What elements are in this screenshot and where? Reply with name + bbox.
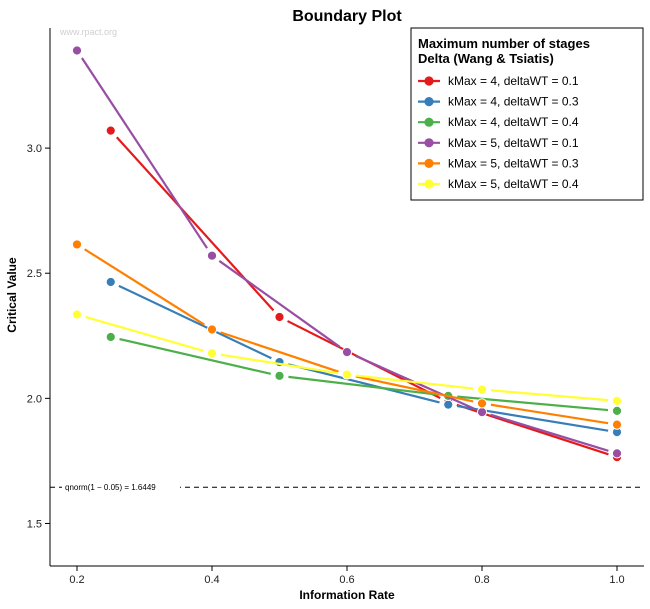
legend-marker: [424, 76, 434, 86]
series-line-segment: [218, 260, 341, 348]
data-point: [341, 369, 353, 380]
x-axis-label: Information Rate: [299, 588, 395, 602]
legend-label: kMax = 5, deltaWT = 0.3: [448, 156, 579, 170]
data-point: [476, 407, 488, 418]
x-tick-label: 0.4: [204, 574, 219, 586]
y-tick-label: 1.5: [27, 518, 42, 530]
series-line-segment: [288, 375, 440, 396]
series-line-segment: [490, 413, 609, 452]
series-line-segment: [118, 284, 272, 360]
legend-title-line2: Delta (Wang & Tsiatis): [418, 51, 554, 66]
series-line-segment: [84, 248, 205, 326]
legend-label: kMax = 5, deltaWT = 0.1: [448, 136, 579, 150]
axis-ticks: 0.2 0.4 0.6 0.8 1.0 1.5 2.0 2.5 3.0: [27, 143, 625, 586]
data-point: [611, 405, 623, 416]
legend-marker: [424, 158, 434, 168]
data-point: [274, 370, 285, 381]
series-line-segment: [220, 353, 339, 375]
legend-title-line1: Maximum number of stages: [418, 36, 590, 51]
series-line-segment: [119, 337, 271, 375]
data-point: [105, 331, 116, 343]
series-group: [71, 309, 623, 406]
data-point: [476, 384, 488, 395]
data-point: [611, 395, 623, 406]
reference-line-label: qnorm(1 − 0.05) = 1.6449: [65, 483, 156, 492]
data-point: [105, 276, 116, 288]
series-line-segment: [355, 374, 474, 390]
chart-title: Boundary Plot: [292, 8, 402, 25]
data-point: [71, 45, 83, 56]
legend-label: kMax = 5, deltaWT = 0.4: [448, 177, 579, 191]
legend-marker: [424, 97, 434, 107]
y-tick-label: 3.0: [27, 143, 42, 155]
data-point: [476, 398, 488, 409]
series-layer: [71, 45, 623, 463]
x-tick-label: 0.6: [339, 574, 354, 586]
data-point: [341, 346, 353, 358]
legend-marker: [424, 117, 434, 127]
series-line-segment: [355, 375, 474, 403]
data-point: [71, 239, 83, 250]
data-point: [206, 324, 218, 335]
reference-label-bg: [62, 481, 180, 493]
series-line-segment: [490, 389, 609, 402]
y-tick-label: 2.0: [27, 393, 42, 405]
legend: Maximum number of stages Delta (Wang & T…: [410, 27, 644, 201]
data-point: [206, 250, 218, 261]
x-tick-label: 0.8: [474, 574, 489, 586]
data-point: [206, 348, 218, 359]
series-line-segment: [85, 315, 204, 352]
y-axis-label: Critical Value: [5, 257, 19, 333]
series-line-segment: [81, 57, 208, 249]
series-group: [71, 239, 623, 430]
legend-label: kMax = 4, deltaWT = 0.3: [448, 95, 579, 109]
x-tick-label: 0.2: [69, 574, 84, 586]
data-point: [611, 419, 623, 430]
data-point: [71, 309, 83, 320]
watermark: www.rpact.org: [59, 27, 117, 37]
y-tick-label: 2.5: [27, 268, 42, 280]
legend-marker: [424, 179, 434, 189]
series-group: [105, 331, 623, 416]
series-line-segment: [490, 403, 609, 425]
legend-box: [410, 27, 644, 201]
series-line-segment: [220, 331, 339, 373]
legend-items: kMax = 4, deltaWT = 0.1 kMax = 4, deltaWT…: [418, 74, 579, 191]
legend-marker: [424, 138, 434, 148]
legend-label: kMax = 4, deltaWT = 0.4: [448, 115, 579, 129]
data-point: [443, 399, 454, 410]
data-point: [105, 125, 116, 136]
legend-label: kMax = 4, deltaWT = 0.1: [448, 74, 579, 88]
series-line-segment: [287, 363, 440, 404]
data-point: [274, 311, 285, 323]
series-group: [105, 276, 623, 438]
x-tick-label: 1.0: [609, 574, 624, 586]
data-point: [611, 448, 623, 459]
